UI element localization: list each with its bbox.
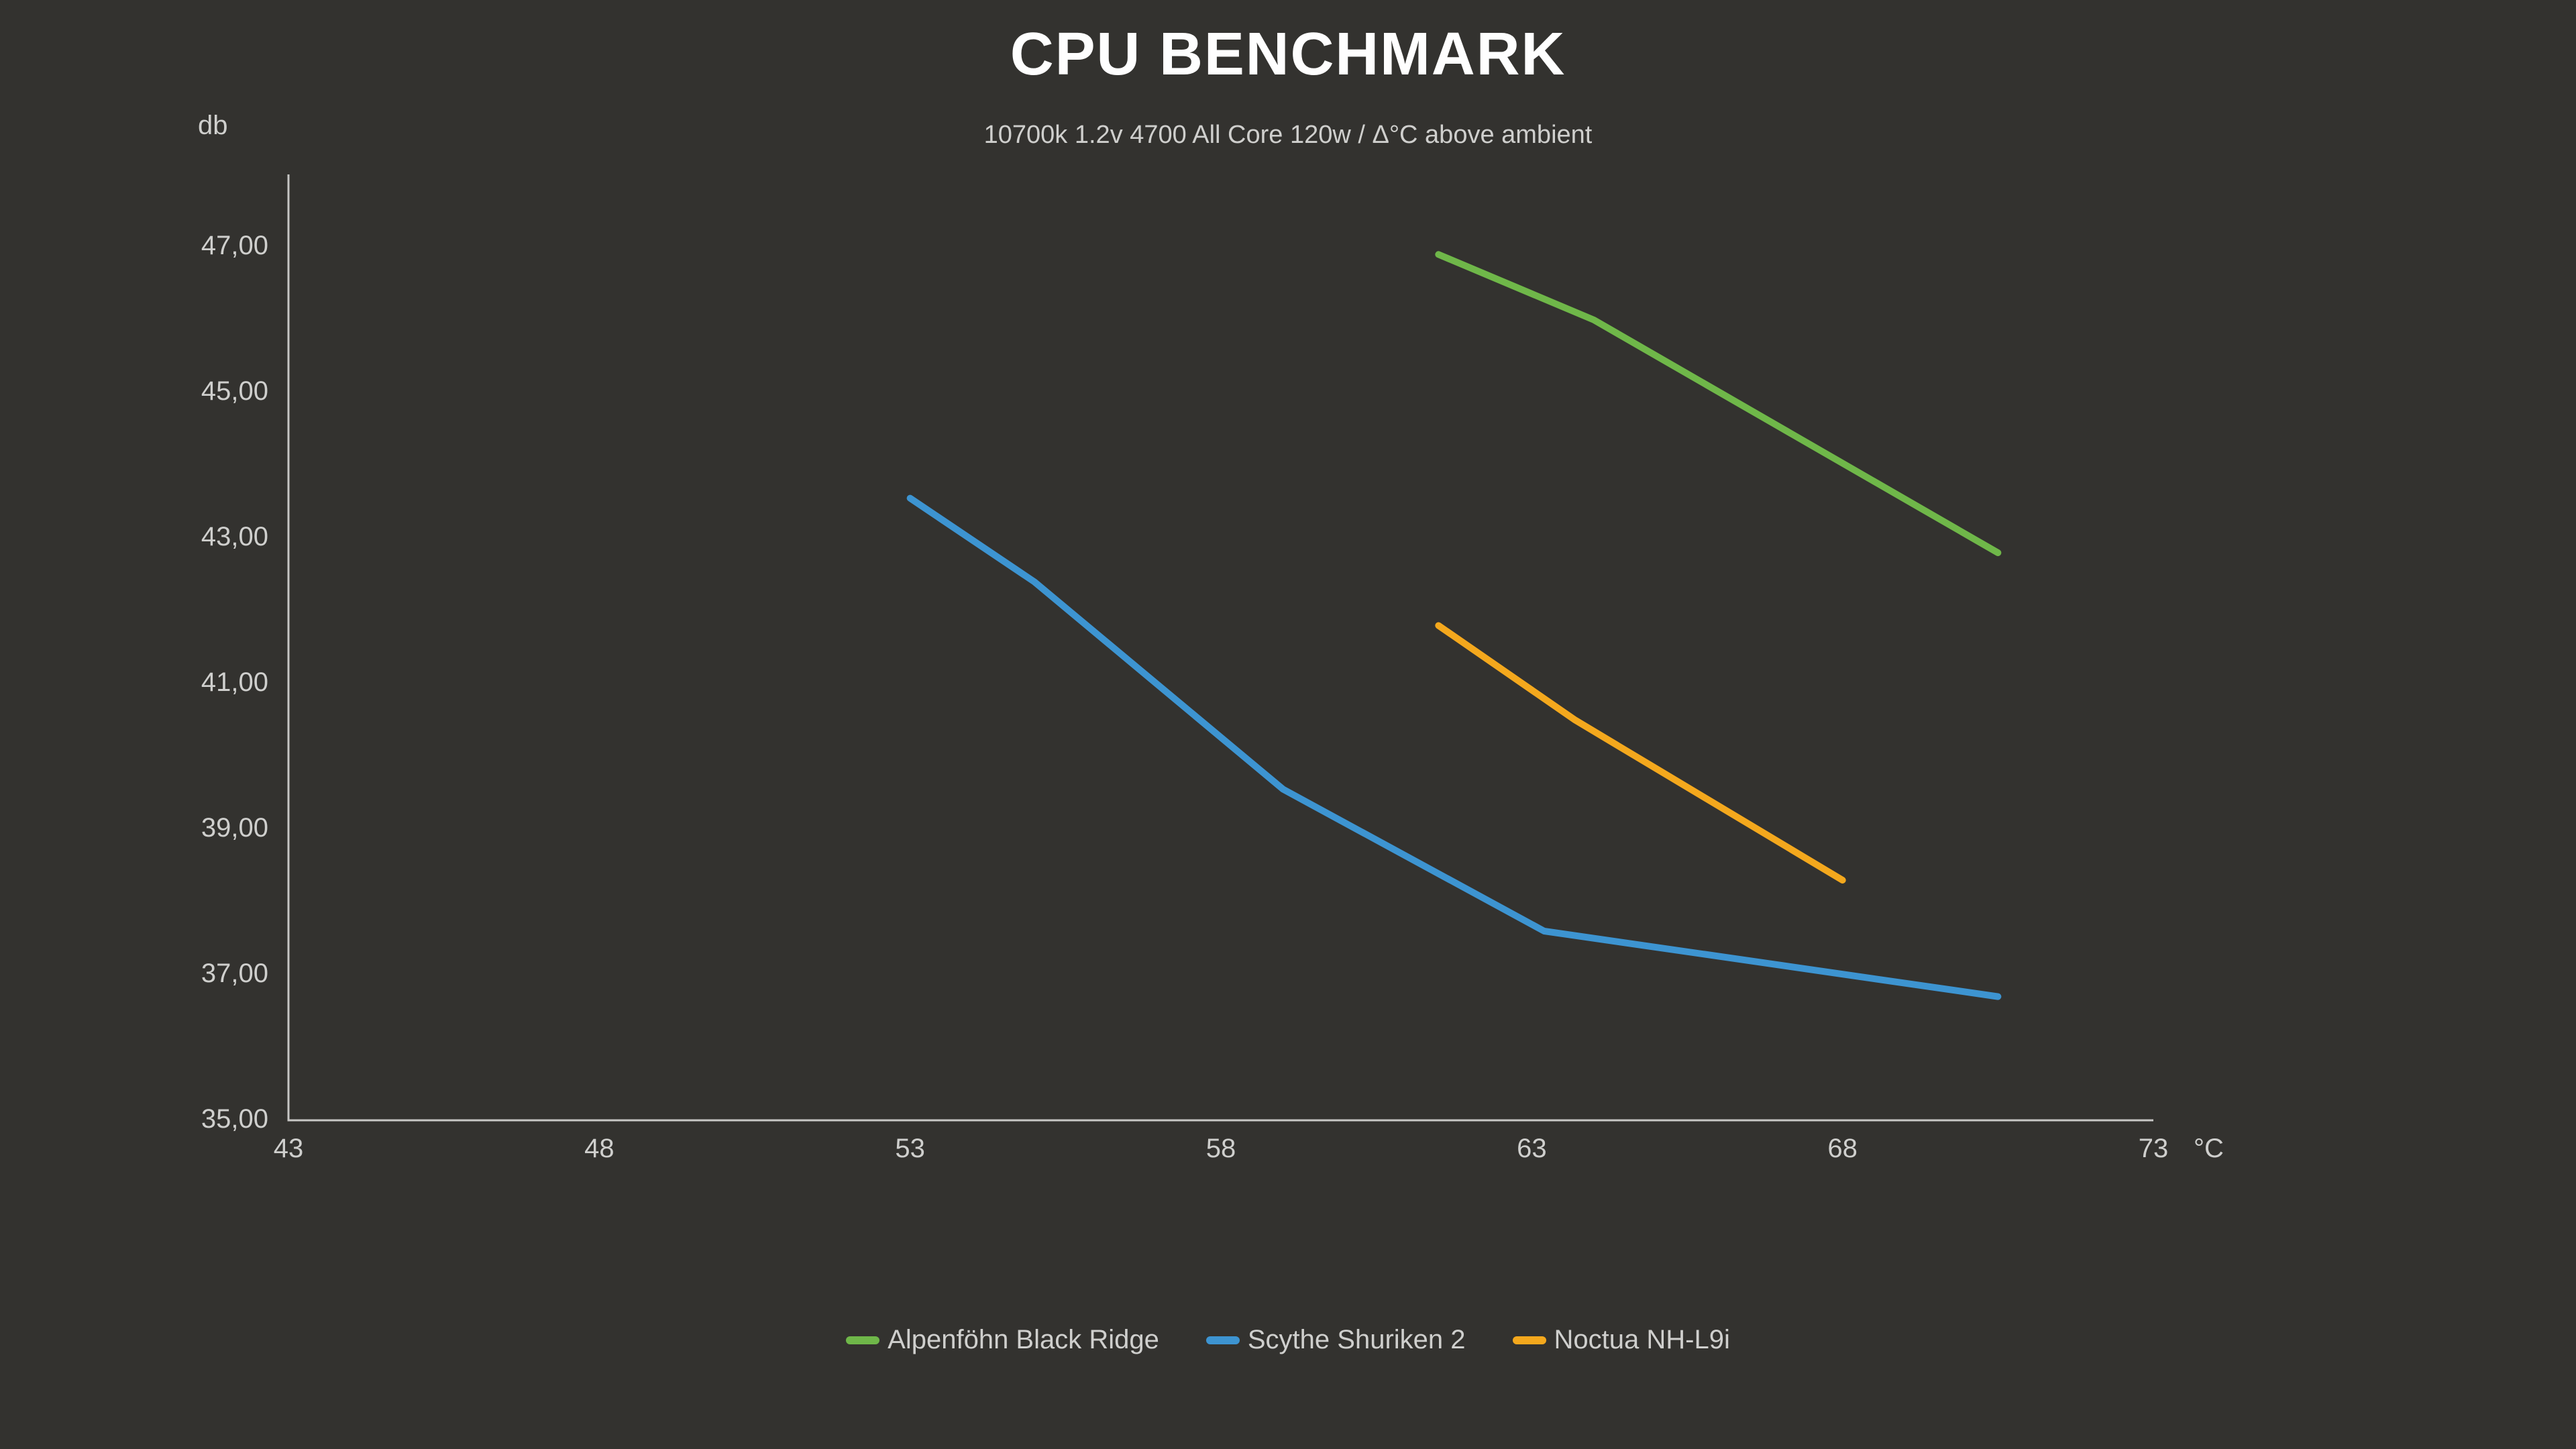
legend-item: Noctua NH-L9i [1513, 1325, 1730, 1355]
y-tick-label: 37,00 [154, 959, 268, 989]
legend-item: Alpenföhn Black Ridge [846, 1325, 1159, 1355]
x-tick-label: 73 [2139, 1134, 2169, 1164]
series-lines [0, 0, 2576, 1449]
legend: Alpenföhn Black Ridge Scythe Shuriken 2 No… [0, 1325, 2576, 1355]
y-tick-label: 47,00 [154, 231, 268, 261]
x-tick-label: 53 [895, 1134, 925, 1164]
legend-label: Scythe Shuriken 2 [1248, 1325, 1466, 1355]
x-tick-label: 48 [584, 1134, 614, 1164]
x-tick-label: 63 [1517, 1134, 1547, 1164]
legend-swatch [1513, 1336, 1546, 1344]
x-tick-label: 68 [1827, 1134, 1858, 1164]
legend-swatch [846, 1336, 879, 1344]
y-tick-label: 35,00 [154, 1104, 268, 1134]
x-tick-label: 43 [274, 1134, 304, 1164]
legend-label: Noctua NH-L9i [1554, 1325, 1730, 1355]
y-tick-label: 45,00 [154, 376, 268, 407]
legend-swatch [1206, 1336, 1240, 1344]
legend-item: Scythe Shuriken 2 [1206, 1325, 1466, 1355]
benchmark-chart: CPU BENCHMARK 10700k 1.2v 4700 All Core … [0, 0, 2576, 1449]
legend-label: Alpenföhn Black Ridge [888, 1325, 1159, 1355]
series-line [1438, 254, 1998, 553]
y-tick-label: 43,00 [154, 522, 268, 552]
series-line [1438, 625, 1842, 880]
y-tick-label: 39,00 [154, 813, 268, 843]
x-tick-label: 58 [1206, 1134, 1236, 1164]
series-line [910, 498, 1998, 997]
y-tick-label: 41,00 [154, 667, 268, 698]
